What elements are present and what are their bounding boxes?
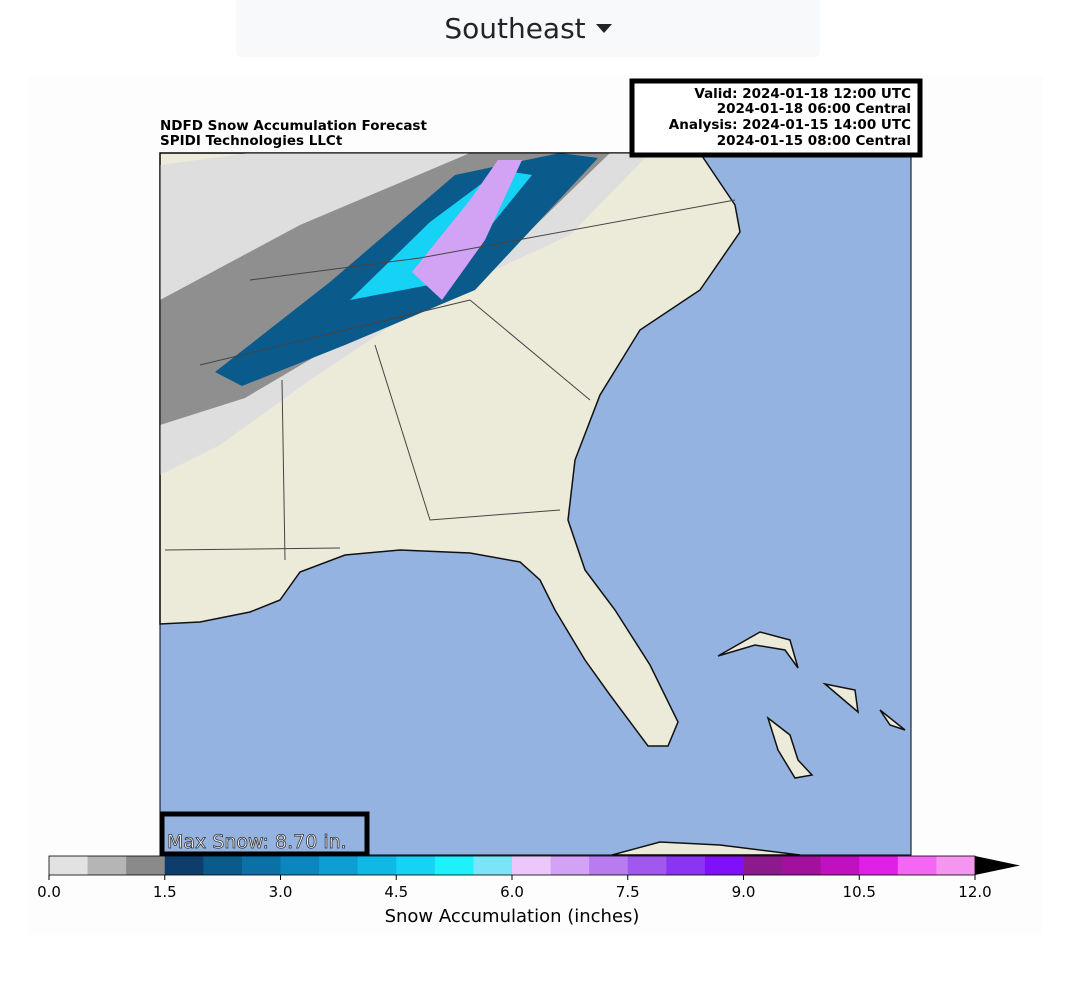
colorbar-tick-label: 10.5 xyxy=(843,883,876,901)
max-snow-box xyxy=(159,811,370,857)
colorbar-bin xyxy=(126,856,166,875)
colorbar-bin xyxy=(87,856,127,875)
colorbar-bin xyxy=(936,856,976,875)
colorbar-bin xyxy=(859,856,899,875)
colorbar-tick-label: 3.0 xyxy=(269,883,293,901)
colorbar-tick-label: 7.5 xyxy=(616,883,640,901)
colorbar-bin xyxy=(396,856,436,875)
colorbar-bin xyxy=(280,856,320,875)
max-snow: Max Snow: 8.70 in. xyxy=(167,831,347,853)
colorbar-tick-label: 9.0 xyxy=(732,883,756,901)
info-line: 2024-01-15 08:00 Central xyxy=(717,133,911,149)
colorbar-tick-label: 6.0 xyxy=(500,883,524,901)
map-frame xyxy=(159,152,912,856)
dropdown-label[interactable]: Southeast xyxy=(444,12,586,45)
info-box xyxy=(629,78,923,158)
colorbar-bin xyxy=(820,856,860,875)
snow-purple xyxy=(412,160,522,300)
info-line: Valid: 2024-01-18 12:00 UTC xyxy=(694,86,911,102)
colorbar-bin xyxy=(164,856,204,875)
info-line: Analysis: 2024-01-15 14:00 UTC xyxy=(669,117,911,133)
colorbar-bin xyxy=(666,856,706,875)
colorbar-bin xyxy=(319,856,359,875)
colorbar-bin xyxy=(743,856,783,875)
state-lines xyxy=(164,199,736,561)
map-title: NDFD Snow Accumulation Forecast xyxy=(160,118,427,134)
info-line: 2024-01-18 06:00 Central xyxy=(717,101,911,117)
colorbar-bin xyxy=(512,856,552,875)
colorbar-tick-label: 4.5 xyxy=(384,883,408,901)
colorbar-bin xyxy=(782,856,822,875)
colorbar-tick-label: 12.0 xyxy=(958,883,991,901)
colorbar-bin xyxy=(49,856,89,875)
colorbar-bin xyxy=(897,856,937,875)
colorbar-bin xyxy=(434,856,474,875)
islands xyxy=(611,631,906,856)
colorbar-extend xyxy=(975,856,1020,875)
colorbar-tick-label: 0.0 xyxy=(37,883,61,901)
colorbar-tick-label: 1.5 xyxy=(153,883,177,901)
colorbar-bin xyxy=(589,856,629,875)
colorbar-bin xyxy=(704,856,744,875)
colorbar-bin xyxy=(627,856,667,875)
colorbar-bin xyxy=(550,856,590,875)
colorbar-bin xyxy=(241,856,281,875)
colorbar: 0.0 1.5 3.0 4.5 6.0 7.5 9.0 10.5 12.0 xyxy=(37,855,1020,901)
map-subtitle: SPIDI Technologies LLCt xyxy=(160,133,343,149)
colorbar-bin xyxy=(357,856,397,875)
colorbar-bin xyxy=(203,856,243,875)
colorbar-label: Snow Accumulation (inches) xyxy=(385,906,640,927)
caret[interactable] xyxy=(595,24,612,33)
region-dropdown[interactable]: Southeast xyxy=(236,0,820,57)
colorbar-bin xyxy=(473,856,513,875)
